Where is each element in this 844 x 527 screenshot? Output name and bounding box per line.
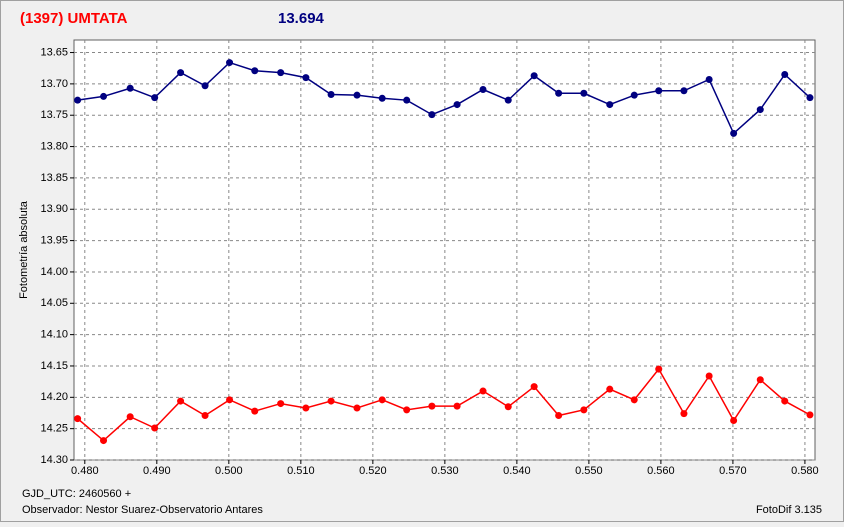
- series-line: [77, 61, 811, 135]
- data-point: [806, 94, 814, 102]
- data-point: [353, 91, 361, 99]
- data-point: [277, 69, 285, 77]
- data-point: [504, 403, 512, 411]
- data-point: [226, 59, 234, 67]
- data-point: [781, 70, 789, 78]
- software: FotoDif 3.135: [756, 504, 822, 516]
- x-tick-label: 0.510: [287, 465, 315, 477]
- data-point: [680, 410, 688, 418]
- data-point: [277, 400, 285, 408]
- data-point: [504, 96, 512, 104]
- data-point: [479, 387, 487, 395]
- data-point: [302, 404, 310, 412]
- data-point: [403, 96, 411, 104]
- data-point: [730, 129, 738, 137]
- data-point: [201, 82, 209, 90]
- data-point: [756, 106, 764, 114]
- data-point: [251, 67, 259, 75]
- data-point: [530, 72, 538, 80]
- y-tick-label: 13.70: [40, 78, 68, 90]
- x-tick-label: 0.530: [431, 465, 459, 477]
- x-tick-label: 0.520: [359, 465, 387, 477]
- data-point: [100, 437, 108, 445]
- x-tick-label: 0.540: [503, 465, 531, 477]
- observer: Observador: Nestor Suarez-Observatorio A…: [22, 504, 263, 516]
- data-point: [428, 111, 436, 119]
- data-point: [453, 101, 461, 109]
- data-point: [606, 385, 614, 393]
- data-point: [201, 411, 209, 419]
- data-point: [74, 415, 82, 423]
- data-point: [630, 91, 638, 99]
- data-point: [151, 94, 159, 102]
- data-point: [555, 411, 563, 419]
- y-tick-label: 13.85: [40, 172, 68, 184]
- data-point: [403, 406, 411, 414]
- x-tick-label: 0.580: [791, 465, 819, 477]
- data-point: [730, 417, 738, 425]
- data-point: [353, 404, 361, 412]
- y-tick-label: 13.90: [40, 203, 68, 215]
- data-point: [74, 96, 82, 104]
- y-axis-label: Fotometría absoluta: [18, 200, 30, 299]
- data-point: [251, 407, 259, 415]
- data-point: [453, 402, 461, 410]
- x-tick-label: 0.570: [719, 465, 747, 477]
- x-tick-label: 0.490: [143, 465, 171, 477]
- data-point: [781, 397, 789, 405]
- data-point: [606, 101, 614, 109]
- data-point: [806, 411, 814, 419]
- y-tick-label: 13.80: [40, 140, 68, 152]
- data-point: [479, 86, 487, 94]
- x-tick-label: 0.550: [575, 465, 603, 477]
- data-point: [580, 406, 588, 414]
- data-point: [680, 87, 688, 95]
- x-tick-label: 0.480: [71, 465, 99, 477]
- data-point: [655, 365, 663, 373]
- y-tick-label: 13.95: [40, 235, 68, 247]
- data-point: [378, 94, 386, 102]
- data-point: [378, 396, 386, 404]
- data-point: [126, 413, 134, 421]
- x-tick-label: 0.560: [647, 465, 675, 477]
- data-point: [428, 402, 436, 410]
- y-tick-label: 13.75: [40, 109, 68, 121]
- data-point: [302, 74, 310, 82]
- data-point: [530, 383, 538, 391]
- y-tick-label: 14.20: [40, 391, 68, 403]
- data-point: [705, 372, 713, 380]
- data-point: [655, 87, 663, 95]
- data-point: [177, 69, 185, 77]
- data-point: [630, 396, 638, 404]
- y-tick-label: 13.65: [40, 46, 68, 58]
- y-tick-label: 14.00: [40, 266, 68, 278]
- y-tick-label: 14.30: [40, 454, 68, 466]
- data-point: [100, 92, 108, 100]
- data-point: [327, 397, 335, 405]
- chart-title: (1397) UMTATA: [20, 10, 128, 27]
- data-point: [705, 75, 713, 83]
- y-tick-label: 14.05: [40, 297, 68, 309]
- data-point: [327, 91, 335, 99]
- data-point: [580, 89, 588, 97]
- data-point: [555, 89, 563, 97]
- chart-subtitle: 13.694: [278, 10, 325, 27]
- y-tick-label: 14.25: [40, 423, 68, 435]
- data-point: [151, 424, 159, 432]
- data-point: [756, 376, 764, 384]
- x-axis-label: GJD_UTC: 2460560 +: [22, 488, 131, 500]
- data-point: [226, 396, 234, 404]
- data-point: [177, 397, 185, 405]
- y-tick-label: 14.15: [40, 360, 68, 372]
- data-point: [126, 84, 134, 92]
- y-tick-label: 14.10: [40, 329, 68, 341]
- series-line: [77, 367, 811, 442]
- x-tick-label: 0.500: [215, 465, 243, 477]
